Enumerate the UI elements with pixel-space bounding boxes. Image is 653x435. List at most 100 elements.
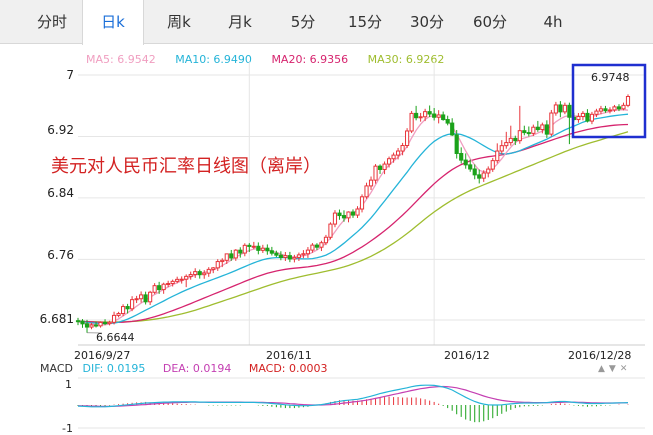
y-tick-label: 6.681 [0,312,74,326]
candle-body [90,325,93,327]
candle-body [293,257,296,259]
candle-body [500,146,503,151]
candle-body [252,246,255,247]
candle-body [410,113,413,131]
candle-body [306,250,309,254]
candle-body [527,133,530,134]
y-tick-label: 6.76 [0,248,74,262]
max-price-label: 6.9748 [591,71,630,84]
candle-body [415,113,418,117]
candle-body [131,300,134,309]
candle-body [451,123,454,135]
candle-body [135,299,138,300]
candle-body [505,143,508,146]
candle-body [194,272,197,275]
candle-body [617,107,620,109]
candle-body [406,131,409,146]
candle-body [108,322,111,323]
candle-body [126,307,129,309]
candle-body [604,109,607,111]
candle-body [568,105,571,117]
dif-legend: DIF: 0.0195 [82,362,145,375]
candle-body [401,146,404,152]
candle-body [162,284,165,289]
candle-body [248,245,251,246]
candle-body [392,155,395,159]
chart-title: 美元对人民币汇率日线图（离岸） [51,152,321,178]
candle-body [455,135,458,154]
candle-body [496,151,499,161]
candle-body [365,186,368,197]
candle-body [158,286,161,290]
candle-body [288,256,291,259]
candle-body [397,151,400,155]
candle-body [532,127,535,133]
candle-body [180,279,183,280]
candle-body [320,243,323,247]
x-tick-label: 2016/12/28 [568,349,631,362]
candle-body [464,160,467,165]
candle-body [140,295,143,299]
candle-body [212,268,215,270]
candle-body [185,276,188,279]
candle-body [171,281,174,283]
candle-body [99,322,102,325]
candle-body [473,169,476,175]
candle-body [144,295,147,302]
candle-body [369,180,372,186]
candle-body [176,279,179,281]
candle-body [581,113,584,116]
candle-body [243,245,246,253]
candle-body [586,113,589,121]
candle-body [203,273,206,275]
candle-body [487,169,490,173]
candle-body [613,107,616,110]
candle-body [153,286,156,293]
candle-body [419,117,422,118]
candle-body [81,321,84,324]
candle-body [590,114,593,121]
candle-body [315,245,318,247]
candle-body [333,213,336,224]
y-tick-label: 7 [0,68,74,82]
candle-body [329,224,332,237]
macd-panel-controls[interactable]: ▲▼✕ [598,364,631,374]
candle-body [324,237,327,242]
candle-body [112,315,115,322]
candle-body [559,105,562,112]
candle-body [428,112,431,114]
x-tick-label: 2016/9/27 [74,349,130,362]
candle-body [279,255,282,257]
candle-body [491,161,494,169]
y-tick-label: 6.92 [0,123,74,137]
candle-body [207,269,210,273]
candle-body [446,120,449,124]
candle-body [275,253,278,255]
candle-body [221,260,224,261]
macd-axis-top: 1 [65,378,72,391]
candle-body [595,111,598,114]
candle-body [338,213,341,215]
macd-name: MACD [40,362,73,375]
candle-body [257,246,260,250]
dea-legend: DEA: 0.0194 [163,362,231,375]
candle-body [545,125,548,134]
candle-body [239,250,242,253]
candle-body [482,173,485,178]
candle-body [608,110,611,111]
candle-body [523,131,526,133]
candle-body [122,307,125,314]
candle-body [347,212,350,218]
candle-body [225,254,228,260]
candle-body [342,216,345,218]
ma10-line [78,114,628,323]
candle-body [387,159,390,164]
candle-body [85,324,88,327]
candle-body [554,105,557,113]
candle-body [599,109,602,111]
candle-body [626,97,629,106]
candle-body [437,115,440,117]
candle-body [622,105,625,108]
candle-body [424,112,427,117]
candle-body [117,314,120,316]
